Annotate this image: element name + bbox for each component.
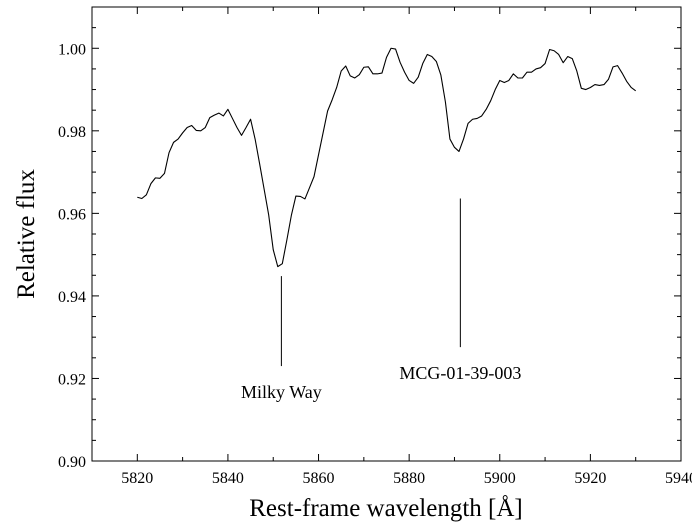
x-tick-label: 5860 bbox=[303, 470, 335, 487]
plot-frame bbox=[91, 6, 682, 462]
y-tick-label: 0.90 bbox=[58, 454, 86, 471]
absorption-annotations: Milky Way MCG-01-39-003 bbox=[241, 198, 521, 402]
y-axis-ticks bbox=[92, 6, 681, 462]
y-tick-label: 0.98 bbox=[58, 124, 86, 141]
y-axis-tick-labels: 0.90 0.92 0.94 0.96 0.98 1.00 bbox=[58, 41, 86, 471]
annotation-label: Milky Way bbox=[241, 382, 322, 402]
y-axis-title: Relative flux bbox=[13, 169, 40, 299]
y-tick-label: 0.96 bbox=[58, 206, 86, 223]
x-axis-title: Rest-frame wavelength [Å] bbox=[249, 495, 523, 522]
x-tick-label: 5920 bbox=[574, 470, 606, 487]
x-tick-label: 5840 bbox=[212, 470, 244, 487]
x-axis-ticks bbox=[91, 7, 682, 461]
spectrum-series-line bbox=[137, 47, 637, 268]
y-tick-label: 0.92 bbox=[58, 371, 86, 388]
annotation-label: MCG-01-39-003 bbox=[399, 363, 521, 383]
y-tick-label: 0.94 bbox=[58, 289, 86, 306]
y-tick-label: 1.00 bbox=[58, 41, 86, 58]
x-tick-label: 5880 bbox=[393, 470, 425, 487]
x-tick-label: 5900 bbox=[484, 470, 516, 487]
x-tick-label: 5820 bbox=[121, 470, 153, 487]
